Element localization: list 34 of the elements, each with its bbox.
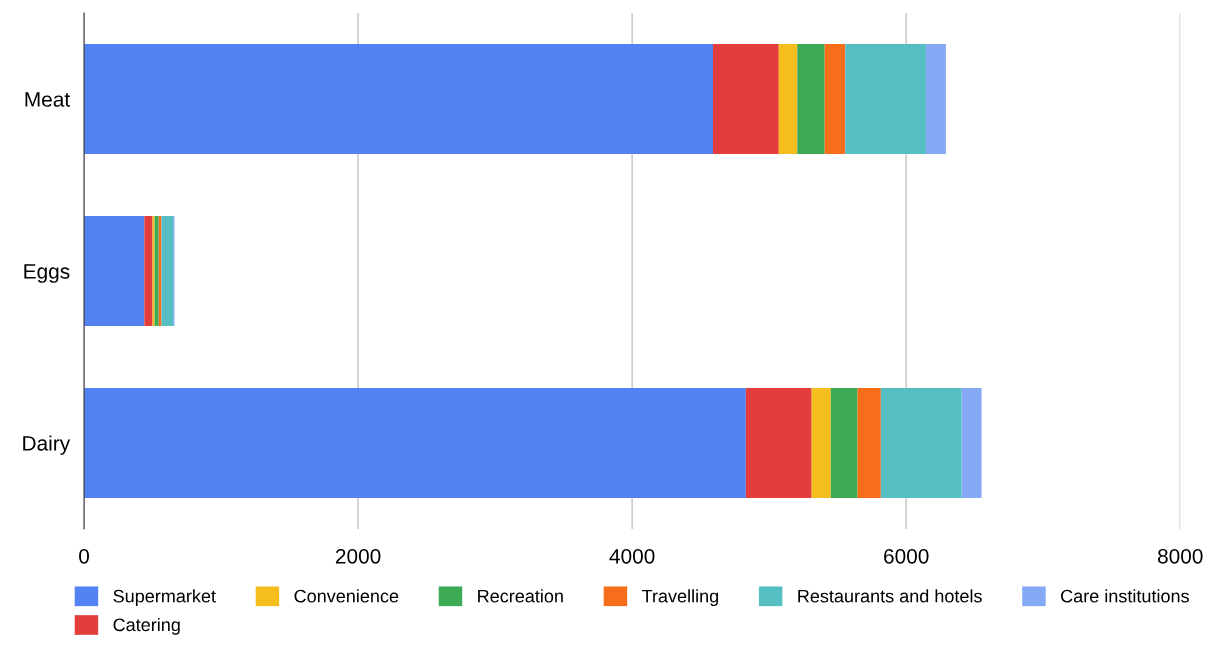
x-tick-label: 4000 <box>609 548 655 564</box>
legend-label: Care institutions <box>1061 589 1189 603</box>
legend-label: Travelling <box>642 589 719 607</box>
bar <box>797 44 825 155</box>
legend-label: Convenience <box>294 589 399 603</box>
bar <box>152 215 155 327</box>
bar <box>824 44 846 155</box>
bar <box>144 215 153 327</box>
bar <box>84 387 746 498</box>
bar <box>84 44 713 155</box>
x-tick-label: 6000 <box>884 548 929 564</box>
x-tick-label: 0 <box>79 548 90 564</box>
y-tick-label: Dairy <box>23 435 71 455</box>
bar <box>857 387 881 498</box>
legend-label: Supermarket <box>113 589 216 607</box>
bar <box>830 387 858 498</box>
legend-label: Restaurants and hotels <box>798 589 982 603</box>
y-tick-label: Meat <box>25 92 70 107</box>
bar <box>811 387 831 498</box>
bar <box>926 44 946 155</box>
legend-label: Catering <box>113 617 180 635</box>
bar <box>778 44 798 155</box>
bar <box>745 387 812 498</box>
x-tick-label: 8000 <box>1157 548 1203 564</box>
bar <box>84 215 145 327</box>
bar <box>961 387 982 498</box>
x-tick-label: 2000 <box>335 548 381 564</box>
legend-label: Recreation <box>478 589 563 603</box>
y-tick-label: Eggs <box>24 264 70 283</box>
bar <box>845 44 927 155</box>
bar <box>880 387 962 498</box>
bar <box>154 215 159 327</box>
bar <box>712 44 779 155</box>
bar <box>161 215 174 327</box>
